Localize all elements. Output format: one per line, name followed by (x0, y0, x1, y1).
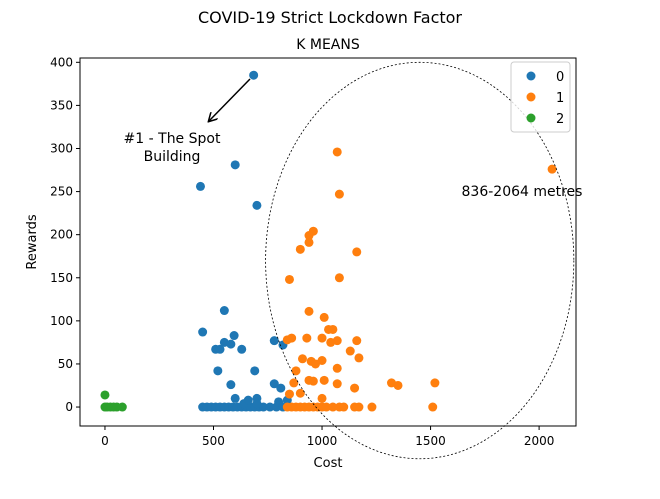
data-point-cluster-1 (311, 359, 321, 369)
y-axis-label: Rewards (25, 214, 40, 269)
data-point-cluster-0 (230, 393, 240, 403)
y-tick-label: 300 (50, 141, 73, 155)
data-point-cluster-0 (252, 399, 262, 409)
x-tick-label: 2000 (524, 434, 555, 448)
cluster-ellipse (265, 61, 575, 460)
data-point-cluster-0 (230, 160, 240, 170)
x-tick-label: 1000 (307, 434, 338, 448)
y-tick-label: 50 (58, 357, 73, 371)
chart-title: COVID-19 Strict Lockdown Factor (198, 8, 462, 27)
y-tick-label: 100 (50, 314, 73, 328)
data-point-cluster-0 (219, 306, 229, 316)
data-point-cluster-0 (250, 366, 260, 376)
annotation-spot-line2: Building (144, 149, 201, 165)
data-point-cluster-0 (237, 344, 247, 354)
data-point-cluster-1 (334, 189, 344, 199)
data-point-cluster-0 (198, 327, 208, 337)
data-point-cluster-1 (297, 354, 307, 364)
data-point-cluster-1 (304, 306, 314, 316)
data-point-cluster-1 (284, 274, 294, 284)
data-point-cluster-1 (332, 147, 342, 157)
x-tick-label: 500 (202, 434, 225, 448)
data-point-cluster-0 (265, 402, 275, 412)
annotation-arrow (209, 78, 251, 121)
data-point-cluster-0 (249, 70, 259, 80)
legend-label-2: 2 (556, 112, 564, 127)
data-point-cluster-0 (213, 366, 223, 376)
data-point-cluster-1 (295, 244, 305, 254)
legend-box (510, 61, 571, 133)
legend-marker-1 (526, 92, 536, 102)
legend-marker-2 (526, 113, 536, 123)
data-point-cluster-1 (352, 247, 362, 257)
data-point-cluster-1 (291, 366, 301, 376)
y-tick-label: 350 (50, 98, 73, 112)
data-point-cluster-0 (271, 402, 281, 412)
annotation-range: 836-2064 metres (462, 184, 583, 200)
data-point-cluster-1 (334, 273, 344, 283)
annotation-spot-line1: #1 - The Spot (124, 131, 221, 147)
y-tick-label: 200 (50, 228, 73, 242)
data-point-cluster-1 (295, 388, 305, 398)
data-point-cluster-1 (319, 312, 329, 322)
y-axis: 0 50 100 150 200 250 300 350 400 (50, 55, 80, 414)
data-point-cluster-1 (428, 402, 438, 412)
data-point-cluster-2 (100, 390, 110, 400)
data-point-cluster-1 (332, 363, 342, 373)
data-point-cluster-1 (350, 383, 360, 393)
data-point-cluster-0 (243, 395, 253, 405)
chart-subtitle: K MEANS (296, 37, 360, 53)
data-point-cluster-0 (226, 380, 236, 390)
data-point-cluster-1 (332, 379, 342, 389)
data-point-cluster-1 (284, 389, 294, 399)
data-point-cluster-0 (195, 181, 205, 191)
data-point-cluster-1 (393, 380, 403, 390)
x-axis: 0 500 1000 1500 2000 (101, 426, 554, 448)
data-point-cluster-1 (354, 402, 364, 412)
data-point-cluster-1 (367, 402, 377, 412)
y-tick-label: 150 (50, 271, 73, 285)
data-point-cluster-0 (252, 200, 262, 210)
data-point-cluster-1 (328, 324, 338, 334)
y-tick-label: 0 (65, 400, 73, 414)
legend: 0 1 2 (510, 61, 571, 133)
legend-label-1: 1 (556, 91, 564, 106)
data-point-cluster-1 (282, 335, 292, 345)
data-point-cluster-0 (226, 339, 236, 349)
data-point-cluster-1 (289, 378, 299, 388)
data-point-cluster-0 (229, 331, 239, 341)
data-point-cluster-1 (317, 393, 327, 403)
data-point-cluster-1 (319, 375, 329, 385)
data-point-cluster-1 (326, 337, 336, 347)
x-axis-label: Cost (314, 456, 343, 471)
data-point-cluster-1 (354, 353, 364, 363)
data-point-cluster-1 (352, 336, 362, 346)
x-tick-label: 1500 (415, 434, 446, 448)
data-point-cluster-0 (276, 383, 286, 393)
data-point-cluster-1 (430, 378, 440, 388)
data-point-cluster-1 (304, 237, 314, 247)
data-point-cluster-1 (308, 376, 318, 386)
y-tick-label: 400 (50, 55, 73, 69)
data-point-cluster-1 (304, 231, 314, 241)
data-point-cluster-0 (269, 379, 279, 389)
scatter-points (100, 70, 557, 412)
data-point-cluster-2 (117, 402, 127, 412)
legend-marker-0 (526, 71, 536, 81)
data-point-cluster-1 (339, 402, 349, 412)
data-point-cluster-1 (547, 164, 557, 174)
data-point-cluster-1 (302, 333, 312, 343)
data-point-cluster-1 (345, 346, 355, 356)
data-point-cluster-1 (328, 402, 338, 412)
data-point-cluster-0 (215, 344, 225, 354)
data-point-cluster-1 (321, 402, 331, 412)
y-tick-label: 250 (50, 185, 73, 199)
data-point-cluster-1 (317, 333, 327, 343)
plot-area (79, 57, 577, 427)
data-point-cluster-0 (269, 336, 279, 346)
x-tick-label: 0 (101, 434, 109, 448)
legend-label-0: 0 (556, 70, 564, 85)
